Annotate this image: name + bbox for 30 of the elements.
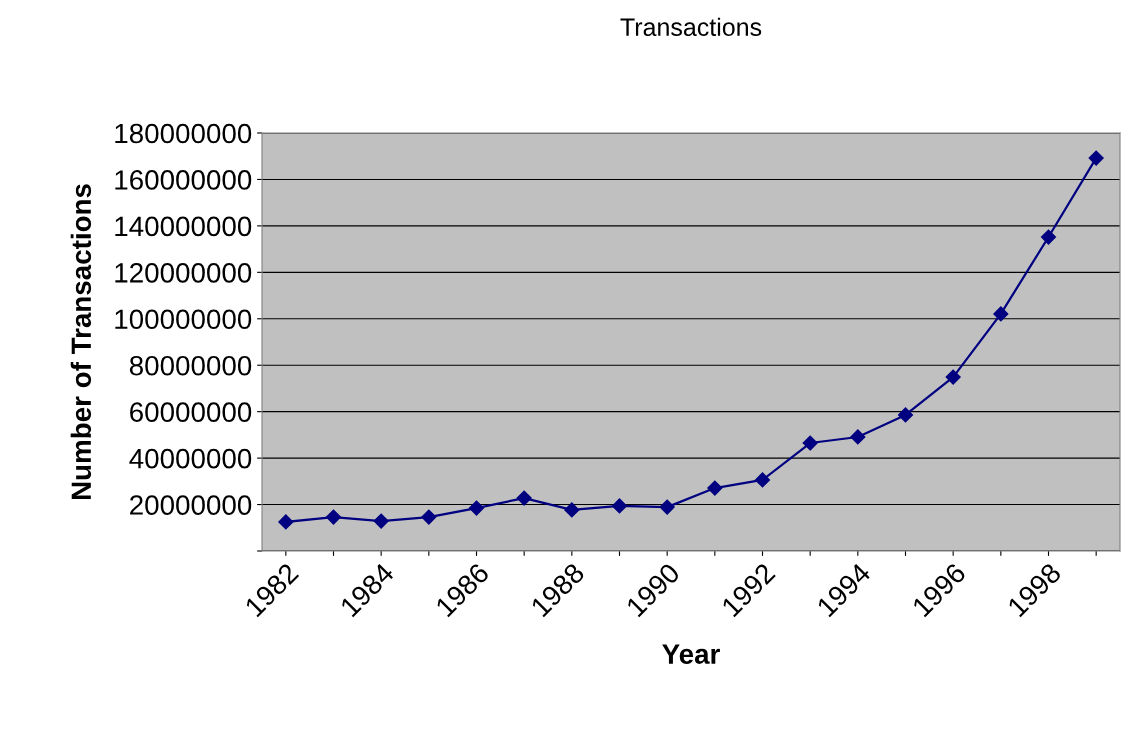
point [611, 498, 628, 514]
point [707, 480, 723, 496]
point [373, 513, 389, 529]
y-tick-label: 20000000 [130, 495, 252, 515]
point [1088, 150, 1104, 166]
point [897, 407, 914, 423]
point [1040, 229, 1057, 245]
y-tick-label: 60000000 [130, 402, 252, 423]
point [945, 369, 961, 385]
x-axis-title: Year [662, 644, 720, 664]
point [659, 499, 675, 515]
y-axis-title: Number of Transactions [70, 184, 92, 500]
y-tick-label: 100000000 [115, 309, 252, 330]
y-tick-label: 140000000 [115, 216, 252, 237]
point [516, 490, 532, 506]
y-tick-label: 80000000 [129, 355, 252, 376]
y-tick-label: 160000000 [115, 170, 252, 190]
point [325, 509, 342, 525]
point [421, 509, 437, 525]
point [468, 500, 485, 516]
point [754, 472, 771, 488]
y-tick-label: 180000000 [115, 123, 252, 144]
chart-title: Transactions [620, 17, 762, 37]
y-tick-label: 120000000 [115, 263, 252, 283]
point [850, 429, 866, 445]
y-tick-label: 40000000 [129, 448, 252, 469]
point [993, 306, 1009, 322]
point [802, 435, 818, 451]
point [278, 514, 294, 530]
point [564, 502, 580, 518]
